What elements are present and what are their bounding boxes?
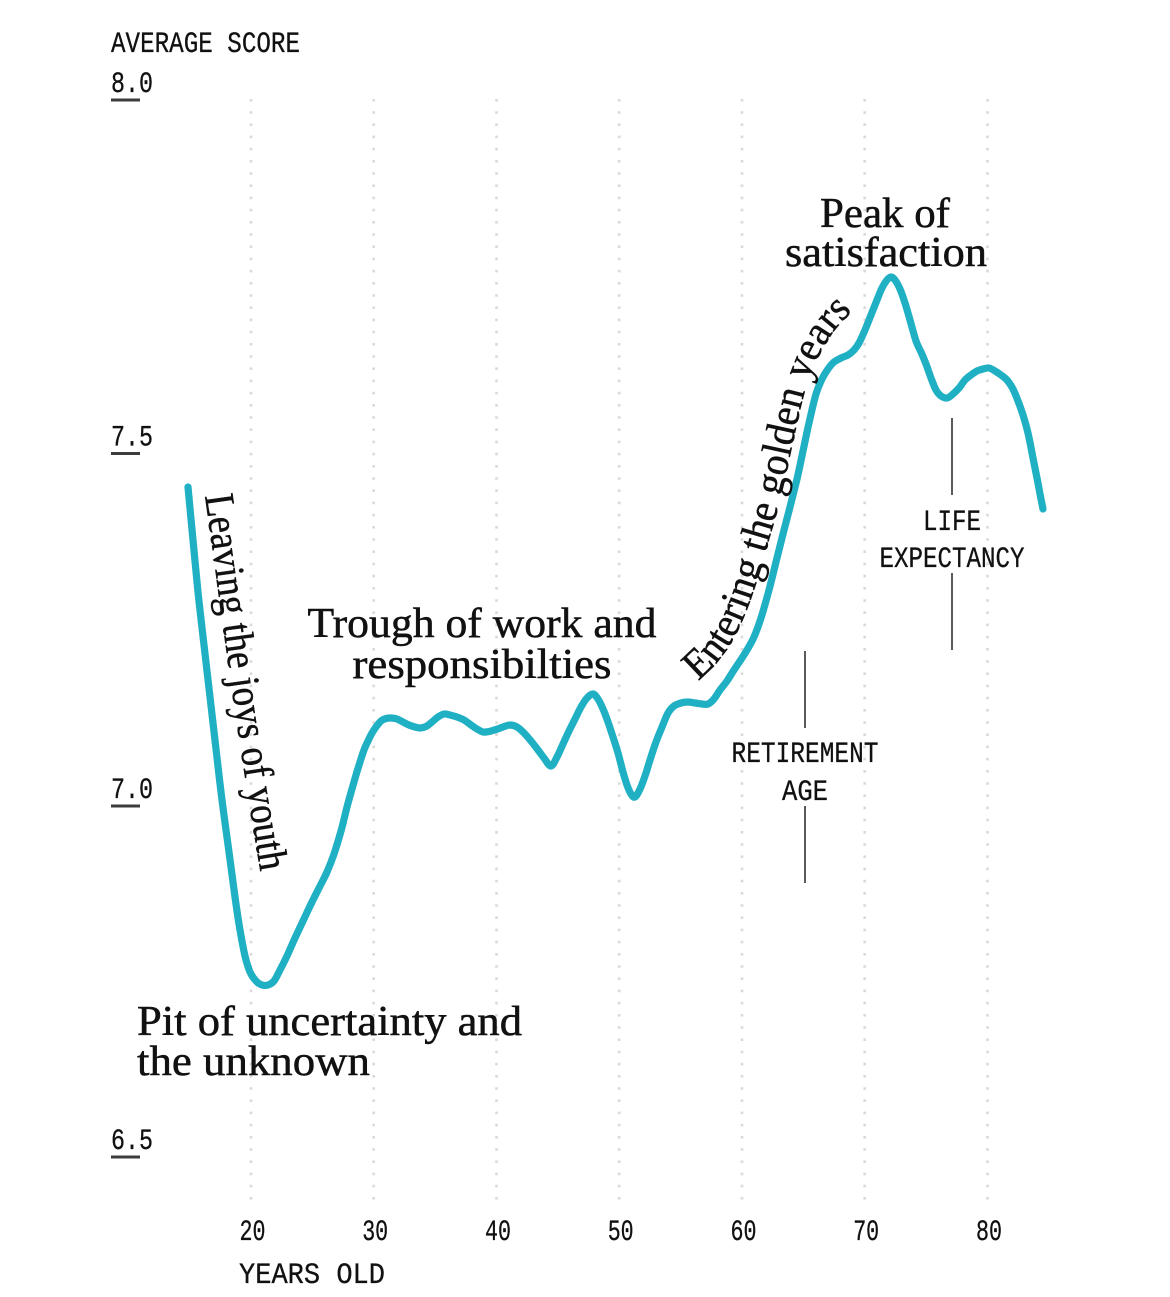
svg-text:80: 80 (976, 1216, 1002, 1250)
svg-text:40: 40 (485, 1216, 511, 1250)
svg-text:Pit of uncertainty and: Pit of uncertainty and (137, 999, 522, 1045)
svg-text:LIFE: LIFE (923, 506, 981, 540)
svg-text:YEARS OLD: YEARS OLD (239, 1259, 385, 1293)
svg-text:EXPECTANCY: EXPECTANCY (880, 543, 1025, 577)
svg-text:20: 20 (240, 1216, 266, 1250)
svg-text:Trough of work and: Trough of work and (308, 601, 657, 647)
svg-text:70: 70 (853, 1216, 879, 1250)
svg-text:the unknown: the unknown (137, 1039, 370, 1085)
svg-text:RETIREMENT: RETIREMENT (732, 738, 879, 772)
svg-text:8.0: 8.0 (111, 68, 153, 102)
svg-text:AVERAGE SCORE: AVERAGE SCORE (111, 28, 300, 62)
svg-text:7.0: 7.0 (111, 774, 153, 808)
svg-text:60: 60 (731, 1216, 757, 1250)
svg-text:7.5: 7.5 (111, 422, 153, 456)
svg-text:satisfaction: satisfaction (785, 230, 987, 276)
svg-text:Entering the golden years: Entering the golden years (673, 286, 859, 689)
svg-text:AGE: AGE (782, 776, 828, 810)
svg-text:50: 50 (608, 1216, 634, 1250)
svg-text:Peak of: Peak of (820, 191, 950, 237)
svg-text:30: 30 (362, 1216, 388, 1250)
svg-text:responsibilties: responsibilties (353, 642, 612, 688)
svg-text:6.5: 6.5 (111, 1125, 153, 1159)
